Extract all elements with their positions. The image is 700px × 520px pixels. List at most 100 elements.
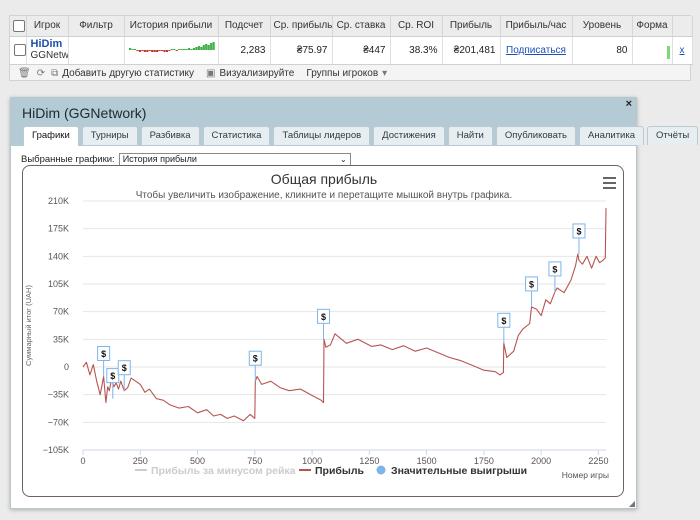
y-tick-label: 105K <box>48 279 69 289</box>
player-window: HiDim (GGNetwork) × Графики Турниры Разб… <box>10 97 699 509</box>
x-tick-label: 1250 <box>359 456 379 466</box>
menu-icon-line <box>603 182 616 184</box>
tab-achievements[interactable]: Достижения <box>373 126 445 145</box>
tab-publish[interactable]: Опубликовать <box>495 126 576 145</box>
player-cell[interactable]: HiDim GGNetwork <box>26 36 69 65</box>
sparkline-bar <box>212 41 215 50</box>
x-tick-label: 0 <box>80 456 85 466</box>
big-win-label: $ <box>253 354 258 364</box>
sparkline-bar <box>187 47 190 50</box>
legend-profit-label[interactable]: Прибыль <box>315 465 365 477</box>
sparkline-bar <box>207 44 210 50</box>
player-groups-dropdown[interactable]: Группы игроков ▾ <box>306 68 387 79</box>
form-cell <box>632 36 673 65</box>
avg-profit-cell: ₴75.97 <box>270 36 333 65</box>
tab-breakdown[interactable]: Разбивка <box>140 126 200 145</box>
sparkline-bar <box>194 46 197 50</box>
big-win-marker[interactable]: $ <box>117 360 131 391</box>
x-tick-label: 2000 <box>531 456 551 466</box>
level-cell: 80 <box>572 36 633 65</box>
filter-cell[interactable] <box>68 36 125 65</box>
chart-select-label: Выбранные графики: <box>21 154 115 165</box>
select-all-checkbox[interactable] <box>10 16 27 37</box>
col-header-remove <box>672 16 693 37</box>
profit-hour-cell: Подписаться <box>500 36 573 65</box>
sparkline-bar <box>172 48 175 50</box>
add-stat-button[interactable]: ⧉ Добавить другую статистику <box>51 68 194 79</box>
big-win-marker[interactable]: $ <box>97 345 111 377</box>
col-header-profit-hour[interactable]: Прибыль/час <box>500 16 573 37</box>
col-header-history[interactable]: История прибыли <box>124 16 219 37</box>
sparkline-bar <box>130 48 134 50</box>
remove-row-link[interactable]: x <box>679 44 685 56</box>
trash-icon[interactable]: 🗑 <box>18 67 31 79</box>
big-win-flag <box>248 350 262 366</box>
sparkline-bar <box>197 45 200 50</box>
menu-icon-line <box>603 187 616 189</box>
sparkline-bar <box>135 49 139 51</box>
sparkline-bar <box>157 49 161 51</box>
close-icon[interactable]: × <box>625 98 632 110</box>
sparkline-chart <box>128 41 215 52</box>
profit-series-line <box>82 208 607 422</box>
chart-subtitle: Чтобы увеличить изображение, кликните и … <box>136 189 513 201</box>
count-cell: 2,283 <box>218 36 271 65</box>
big-win-label: $ <box>110 371 115 381</box>
col-header-count[interactable]: Подсчет <box>218 16 271 37</box>
sparkline-bar <box>160 49 163 51</box>
big-win-label: $ <box>101 349 106 359</box>
big-win-marker[interactable]: $ <box>548 261 562 292</box>
sparkline-bar <box>140 49 143 51</box>
tab-find[interactable]: Найти <box>447 126 493 145</box>
y-tick-label: 175K <box>48 224 69 234</box>
big-win-marker[interactable]: $ <box>497 312 511 344</box>
avg-roi-cell: 38.3% <box>390 36 443 65</box>
sparkline-bar <box>167 49 170 51</box>
chart-title: Общая прибыль <box>271 171 377 187</box>
big-win-marker[interactable]: $ <box>317 308 331 340</box>
sparkline-bar <box>209 42 212 50</box>
sparkline-bar <box>180 48 183 50</box>
tab-leaderboards[interactable]: Таблицы лидеров <box>273 126 371 145</box>
col-header-avg-stake[interactable]: Ср. ставка <box>332 16 391 37</box>
col-header-form[interactable]: Форма <box>632 16 673 37</box>
menu-icon[interactable] <box>603 177 616 189</box>
tab-statistics[interactable]: Статистика <box>202 126 271 145</box>
col-header-player[interactable]: Игрок <box>26 16 69 37</box>
tab-tournaments[interactable]: Турниры <box>81 126 138 145</box>
avg-stake-cell: ₴447 <box>332 36 391 65</box>
big-win-marker[interactable]: $ <box>525 276 539 307</box>
sparkline-bar <box>192 47 195 50</box>
big-win-flag <box>548 261 562 277</box>
big-win-marker[interactable]: $ <box>248 350 262 382</box>
big-win-marker[interactable]: $ <box>106 368 120 399</box>
sparkline-bar <box>145 49 148 52</box>
legend-rake-label[interactable]: Прибыль за минусом рейка <box>151 465 296 477</box>
visualize-button[interactable]: ▣ Визуализируйте <box>206 68 294 79</box>
col-header-avg-profit[interactable]: Ср. прибыль <box>270 16 333 37</box>
refresh-icon[interactable]: ⟳ <box>36 67 46 79</box>
tab-charts[interactable]: Графики <box>23 126 79 146</box>
profit-chart[interactable]: Общая прибыль Чтобы увеличить изображение… <box>23 166 624 497</box>
tab-analytics[interactable]: Аналитика <box>578 126 645 145</box>
row-checkbox[interactable] <box>10 36 27 65</box>
col-header-filter[interactable]: Фильтр <box>68 16 125 37</box>
sparkline-bar <box>150 49 153 52</box>
sparkline-bar <box>128 47 131 50</box>
player-name-link[interactable]: HiDim <box>30 38 63 50</box>
legend-bigwin-label[interactable]: Значительные выигрыши <box>391 465 527 477</box>
profit-cell: ₴201,481 <box>442 36 501 65</box>
y-tick-label: 210K <box>48 196 69 206</box>
chevron-down-icon: ▾ <box>382 67 388 79</box>
tab-reports[interactable]: Отчёты <box>647 126 699 145</box>
form-level-bar <box>666 45 670 59</box>
resize-grip-icon[interactable]: ◢ <box>628 499 635 508</box>
col-header-profit[interactable]: Прибыль <box>442 16 501 37</box>
big-win-flag <box>572 223 586 239</box>
col-header-avg-roi[interactable]: Ср. ROI <box>390 16 443 37</box>
subscribe-link[interactable]: Подписаться <box>506 44 566 56</box>
big-win-marker[interactable]: $ <box>572 223 586 254</box>
big-win-flag <box>117 360 131 376</box>
chart-container[interactable]: Общая прибыль Чтобы увеличить изображение… <box>22 165 624 497</box>
col-header-level[interactable]: Уровень <box>572 16 633 37</box>
